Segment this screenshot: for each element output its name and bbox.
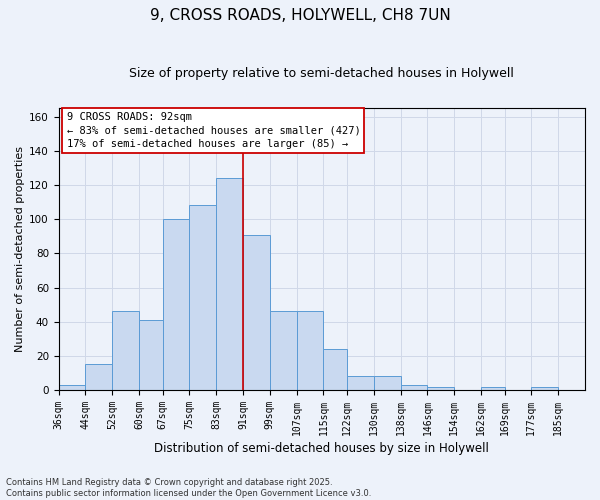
Bar — [112, 312, 139, 390]
Bar — [85, 364, 112, 390]
Text: 9, CROSS ROADS, HOLYWELL, CH8 7UN: 9, CROSS ROADS, HOLYWELL, CH8 7UN — [149, 8, 451, 22]
Bar — [532, 386, 558, 390]
Bar — [216, 178, 243, 390]
Bar — [296, 312, 323, 390]
Text: 9 CROSS ROADS: 92sqm
← 83% of semi-detached houses are smaller (427)
17% of semi: 9 CROSS ROADS: 92sqm ← 83% of semi-detac… — [67, 112, 360, 148]
Bar — [59, 385, 85, 390]
Y-axis label: Number of semi-detached properties: Number of semi-detached properties — [15, 146, 25, 352]
Bar — [401, 385, 427, 390]
Bar — [374, 376, 401, 390]
X-axis label: Distribution of semi-detached houses by size in Holywell: Distribution of semi-detached houses by … — [154, 442, 489, 455]
Bar — [323, 349, 347, 390]
Text: Contains HM Land Registry data © Crown copyright and database right 2025.
Contai: Contains HM Land Registry data © Crown c… — [6, 478, 371, 498]
Title: Size of property relative to semi-detached houses in Holywell: Size of property relative to semi-detach… — [130, 68, 514, 80]
Bar — [139, 320, 163, 390]
Bar — [347, 376, 374, 390]
Bar — [270, 312, 296, 390]
Bar — [243, 234, 270, 390]
Bar — [481, 386, 505, 390]
Bar — [163, 219, 190, 390]
Bar — [190, 206, 216, 390]
Bar — [427, 386, 454, 390]
Bar — [585, 388, 600, 390]
